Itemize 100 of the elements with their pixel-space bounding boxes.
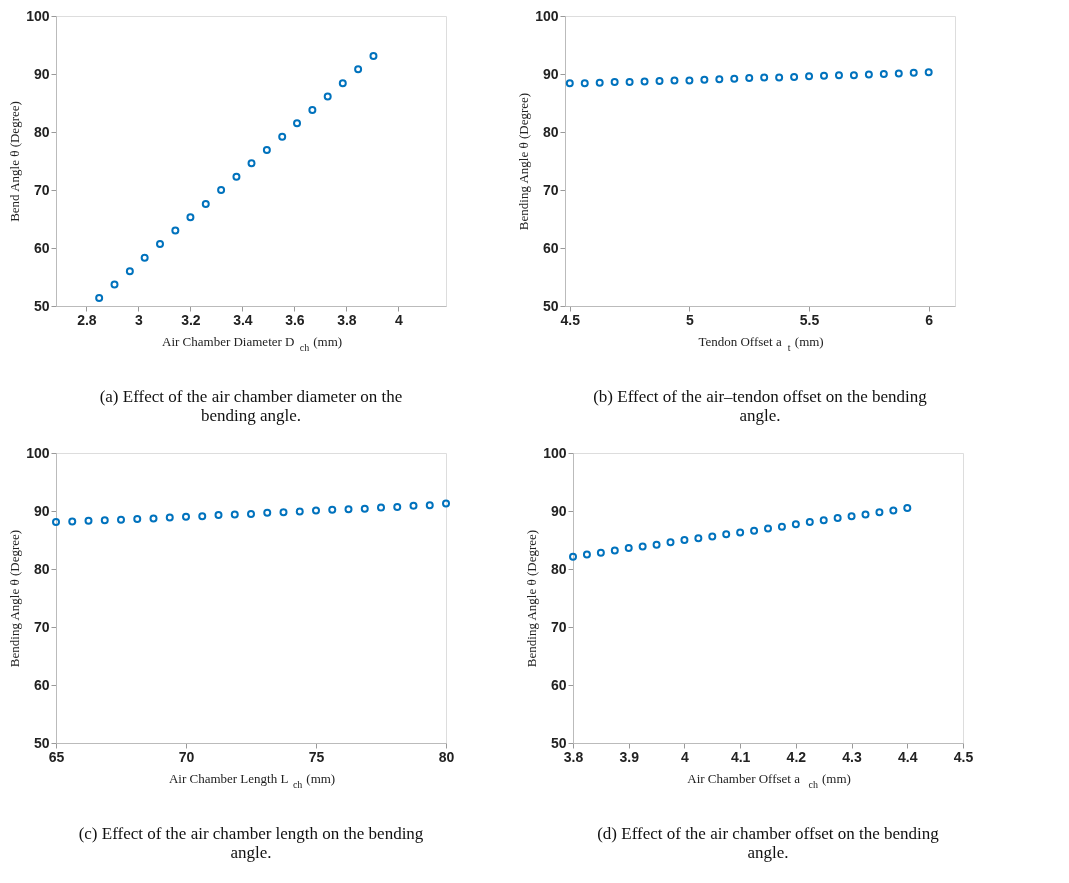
text: (c) Effect of the air chamber length on the bending angle.: [78, 824, 424, 862]
y-tick-label: 70: [542, 181, 559, 198]
point: [775, 73, 784, 82]
point: [805, 72, 814, 81]
y-tick-label: 90: [33, 65, 50, 82]
point: [903, 504, 912, 513]
point: [308, 105, 317, 114]
point: [764, 524, 772, 533]
x-tick-label: 70: [178, 748, 195, 765]
point: [182, 512, 190, 521]
point: [894, 69, 903, 78]
x-tick-label: 3.8: [337, 311, 357, 328]
point: [638, 542, 647, 551]
point: [569, 552, 577, 561]
point: [156, 239, 164, 248]
point: [52, 518, 60, 527]
point: [232, 172, 241, 181]
point: [377, 503, 385, 512]
point: [230, 510, 239, 519]
point: [805, 518, 814, 527]
point: [580, 79, 589, 88]
point: [263, 508, 272, 517]
x-tick-label: 4.5: [560, 311, 581, 328]
y-tick-label: 90: [542, 65, 559, 82]
x-tick-label: 3.9: [619, 748, 640, 765]
point: [279, 508, 288, 517]
point: [715, 75, 724, 84]
point: [323, 92, 332, 101]
point: [652, 540, 661, 549]
point: [790, 72, 799, 81]
point: [760, 73, 769, 82]
point: [133, 515, 142, 524]
y-tick-label: 80: [33, 560, 50, 577]
y-tick-label: 60: [33, 239, 50, 256]
point: [328, 505, 337, 514]
point: [140, 253, 149, 262]
point: [565, 79, 574, 88]
point: [736, 528, 745, 537]
point: [670, 76, 679, 85]
point: [247, 159, 256, 168]
point: [293, 119, 302, 128]
point: [117, 515, 125, 524]
point: [879, 70, 888, 78]
y-tick-label: 70: [33, 618, 50, 635]
x-tick-label: 4.1: [730, 748, 751, 765]
y-tick-label: 100: [26, 7, 50, 24]
y-tick-label: 90: [33, 502, 50, 519]
point: [278, 132, 287, 141]
x-tick-label: 5: [686, 311, 695, 328]
point: [338, 79, 347, 88]
y-tick-label: 50: [33, 297, 50, 314]
x-tick-label: 3.2: [181, 311, 201, 328]
point: [833, 513, 842, 522]
x-tick-label: 5.5: [799, 311, 820, 328]
point: [655, 76, 664, 85]
point: [262, 145, 271, 154]
text: (a) Effect of the air chamber diameter on the bending angle.: [99, 387, 403, 425]
point: [745, 74, 754, 83]
point: [110, 280, 119, 289]
point: [708, 532, 717, 541]
x-tick-label: 4.3: [842, 748, 863, 765]
point: [582, 550, 591, 559]
point: [861, 510, 870, 519]
x-tick-label: 3.6: [285, 311, 305, 328]
y-tick-label: 80: [550, 560, 567, 577]
point: [875, 508, 884, 517]
x-tick-label: 4.5: [953, 748, 974, 765]
point: [730, 74, 739, 83]
point: [595, 78, 604, 87]
point: [610, 546, 619, 555]
point: [100, 516, 109, 525]
point: [909, 68, 918, 77]
y-tick-label: 50: [542, 297, 559, 314]
point: [889, 506, 898, 515]
point: [201, 199, 210, 208]
point: [624, 544, 633, 553]
y-tick-label: 100: [26, 444, 50, 461]
point: [924, 68, 933, 77]
point: [214, 511, 223, 520]
point: [819, 516, 828, 525]
point: [722, 530, 731, 539]
point: [84, 516, 93, 525]
point: [247, 509, 255, 518]
point: [393, 502, 402, 511]
point: [596, 548, 605, 557]
x-tick-label: 2.8: [77, 311, 97, 328]
point: [354, 65, 363, 74]
y-tick-label: 50: [33, 734, 50, 751]
point: [165, 513, 174, 522]
x-tick-label: 6: [925, 311, 934, 328]
point: [700, 75, 709, 84]
x-tick-label: 3.4: [233, 311, 253, 328]
point: [791, 520, 800, 529]
y-tick-label: 100: [535, 7, 559, 24]
x-tick-label: 4.2: [786, 748, 807, 765]
point: [425, 501, 434, 510]
x-tick-label: 80: [438, 748, 455, 765]
point: [442, 499, 450, 508]
point: [694, 534, 703, 543]
x-tick-label: 75: [308, 748, 325, 765]
